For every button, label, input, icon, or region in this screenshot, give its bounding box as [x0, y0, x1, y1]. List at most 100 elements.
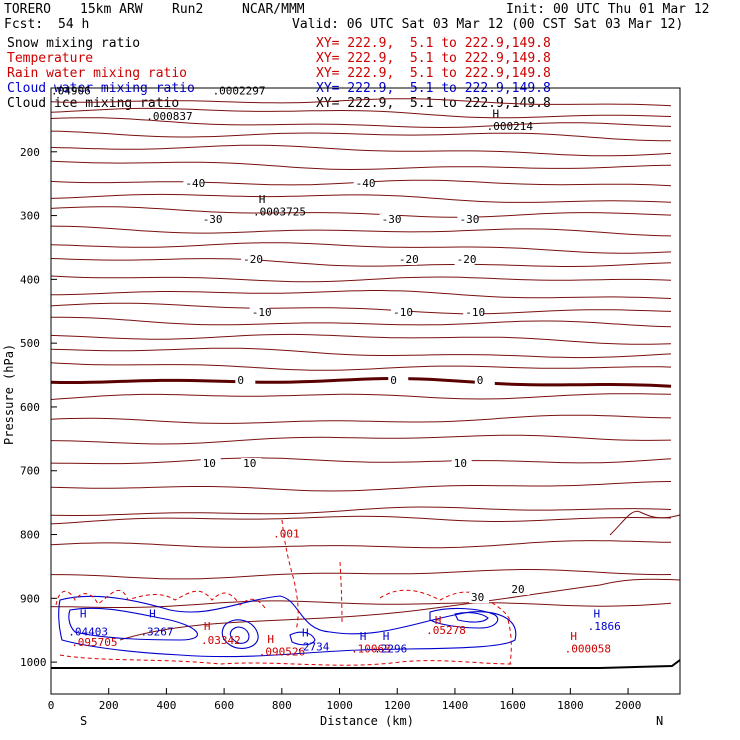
- isotherm-label: 0: [477, 374, 484, 387]
- x-tick-label: 800: [272, 699, 292, 712]
- isotherm-line: [50, 193, 672, 203]
- isotherm-label-bg: [183, 178, 204, 189]
- isotherm-label: -10: [393, 306, 413, 319]
- cloud-water-contours: [58, 595, 517, 658]
- field-snow-name: Snow mixing ratio: [7, 36, 141, 51]
- run-label: Run2: [172, 2, 204, 17]
- isotherm-line: [50, 242, 672, 254]
- extremum-marker: H: [383, 630, 390, 643]
- x-tick-label: 1200: [384, 699, 411, 712]
- field-rain-xy: XY= 222.9, 5.1 to 222.9,149.8: [316, 66, 551, 81]
- isotherm-label: 0: [390, 374, 397, 387]
- south-label: S: [80, 714, 87, 728]
- north-label: N: [656, 714, 663, 728]
- x-tick-label: 0: [48, 699, 55, 712]
- isotherm-label-bg: [388, 375, 409, 386]
- isotherm-line: [51, 316, 672, 328]
- extremum-marker: H: [259, 193, 266, 206]
- isotherm-label: 10: [454, 457, 467, 470]
- y-tick-label: 800: [20, 529, 40, 542]
- isotherm-label-bg: [235, 375, 256, 386]
- fcst-label: Fcst:: [4, 17, 44, 32]
- isotherm-label-bg: [391, 307, 412, 318]
- model-name: TORERO: [4, 2, 51, 17]
- field-temp-name: Temperature: [7, 51, 94, 66]
- extremum-marker: H: [204, 620, 211, 633]
- isotherm-label: -30: [203, 213, 223, 226]
- isotherm-line: [50, 144, 672, 157]
- cloud-water-contour: [68, 607, 198, 641]
- y-tick-label: 400: [20, 273, 40, 286]
- y-tick-label: 500: [20, 337, 40, 350]
- isotherm-line: [50, 393, 672, 400]
- isotherm-label: -40: [356, 177, 376, 190]
- extremum-value: .04403: [68, 625, 108, 638]
- x-tick-label: 400: [157, 699, 177, 712]
- ground-line: [51, 659, 681, 669]
- cloud-water-contour: [454, 612, 489, 623]
- rain-contours: [55, 519, 513, 666]
- y-tick-label: 1000: [20, 656, 47, 669]
- isotherm-line: [50, 107, 672, 119]
- isotherm-line: [50, 160, 672, 171]
- isotherm-label-bg: [200, 214, 221, 225]
- temperature-contours: [50, 98, 681, 641]
- cloud-water-contour: [289, 631, 316, 646]
- extremum-value: .2734: [296, 641, 329, 654]
- cloud-water-contour: [58, 595, 517, 658]
- extremum-marker: H: [80, 607, 87, 620]
- cloud-water-contour: [229, 626, 250, 644]
- extremum-value: .0003725: [253, 206, 306, 219]
- isotherm-label: -10: [465, 306, 485, 319]
- isotherm-line: [50, 130, 671, 142]
- field-temp-xy: XY= 222.9, 5.1 to 222.9,149.8: [316, 51, 551, 66]
- isotherm-line: [50, 206, 672, 218]
- extremum-value: .05278: [426, 624, 466, 637]
- extremum-marker: H: [593, 607, 600, 620]
- x-tick-label: 2000: [615, 699, 642, 712]
- isotherm-line: [50, 258, 672, 267]
- x-tick-label: 1000: [326, 699, 353, 712]
- extremum-value: .10063: [351, 643, 391, 656]
- isotherm-label-bg: [474, 375, 495, 386]
- extremum-marker: H: [267, 633, 274, 646]
- extremum-value: .000837: [146, 110, 192, 123]
- x-tick-label: 600: [214, 699, 234, 712]
- isotherm-line: [50, 457, 672, 465]
- extremum-value: .3267: [140, 625, 173, 638]
- extremum-marker: H: [302, 627, 309, 640]
- isotherm-line: [51, 290, 672, 299]
- isotherm-line: [50, 434, 672, 445]
- y-tick-label: 900: [20, 592, 40, 605]
- isotherm-line: [50, 362, 672, 371]
- rain-contour: [59, 654, 513, 666]
- isotherm-label-bg: [454, 254, 475, 265]
- rain-contour: [339, 561, 343, 626]
- isotherm-label-bg: [457, 214, 478, 225]
- field-snow-xy: XY= 222.9, 5.1 to 222.9,149.8: [316, 36, 551, 51]
- isotherm-line: [50, 506, 672, 516]
- x-tick-label: 1600: [499, 699, 526, 712]
- isotherm-line: [50, 98, 672, 107]
- extremum-value: .2296: [374, 643, 407, 656]
- isotherm-label: -20: [457, 253, 477, 266]
- isotherm-label: 10: [243, 457, 256, 470]
- isotherm-label-bg: [379, 214, 400, 225]
- isotherm-line: [50, 540, 672, 549]
- org-label: NCAR/MMM: [242, 2, 305, 17]
- isotherm-label: -40: [185, 177, 205, 190]
- extremum-marker: H: [435, 614, 442, 627]
- valid-label: Valid: 06 UTC Sat 03 Mar 12 (00 CST Sat …: [292, 17, 684, 32]
- isotherm-line: [50, 515, 672, 525]
- cloud-water-contour: [221, 619, 259, 649]
- extremum-value: .001: [273, 528, 300, 541]
- fcst-value: 54 h: [58, 17, 90, 32]
- grid-label: 15km ARW: [80, 2, 143, 17]
- isotherm-line: [50, 275, 672, 283]
- model-title: TORERO: [4, 3, 51, 17]
- extremum-value: .000214: [487, 120, 534, 133]
- isotherm-label-bg: [463, 307, 484, 318]
- isotherm-line: [50, 481, 672, 492]
- extremum-value: .090526: [259, 646, 305, 659]
- y-tick-label: 700: [20, 465, 40, 478]
